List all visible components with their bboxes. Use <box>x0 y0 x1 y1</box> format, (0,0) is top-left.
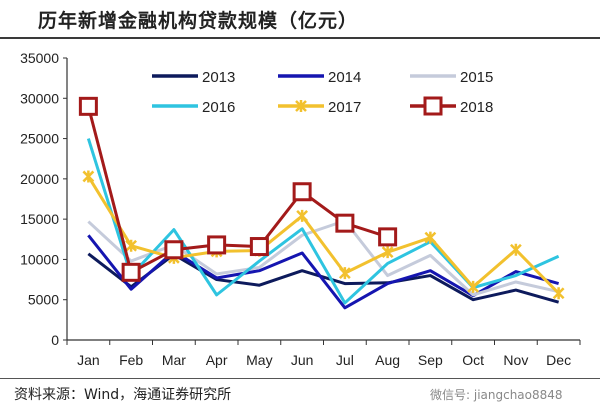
data-point-2017 <box>296 209 309 222</box>
x-tick-label: Oct <box>462 352 484 368</box>
data-point-2017 <box>82 170 95 183</box>
series-line-2013 <box>87 252 560 304</box>
data-point-2017 <box>381 246 394 259</box>
data-point-2017 <box>467 280 480 293</box>
data-point-2018 <box>292 182 312 202</box>
y-tick-label: 25000 <box>20 131 59 147</box>
data-point-2018 <box>164 240 184 260</box>
x-tick-label: Jan <box>77 352 100 368</box>
x-tick-label: Feb <box>119 352 143 368</box>
data-point-2017 <box>424 231 437 244</box>
data-point-2017 <box>509 243 522 256</box>
legend-label-2013: 2013 <box>202 69 235 86</box>
legend-label-2016: 2016 <box>202 99 235 116</box>
y-tick-label: 10000 <box>20 251 59 267</box>
y-tick-label: 30000 <box>20 90 59 106</box>
x-tick-label: May <box>246 352 272 368</box>
data-point-2018 <box>378 227 398 247</box>
y-tick-label: 5000 <box>28 292 59 308</box>
x-tick-label: Jul <box>336 352 354 368</box>
data-point-2018 <box>249 237 269 257</box>
watermark: 微信号: jiangchao8848 <box>430 388 563 402</box>
legend-label-2017: 2017 <box>328 99 361 116</box>
source-divider <box>0 378 600 379</box>
source-note: 资料来源：Wind，海通证券研究所 <box>14 387 232 403</box>
legend-label-2014: 2014 <box>328 69 361 86</box>
x-tick-label: Apr <box>206 352 228 368</box>
x-tick-label: Jun <box>291 352 314 368</box>
y-tick-label: 15000 <box>20 211 59 227</box>
y-tick-label: 20000 <box>20 171 59 187</box>
data-point-2017 <box>125 239 138 252</box>
legend-label-2018: 2018 <box>460 99 493 116</box>
x-tick-label: Nov <box>503 352 528 368</box>
y-tick-label: 35000 <box>20 50 59 66</box>
x-tick-label: Aug <box>375 352 400 368</box>
x-tick-label: Mar <box>162 352 186 368</box>
data-point-2018 <box>335 213 355 233</box>
x-tick-label: Dec <box>546 352 571 368</box>
legend-marker-2018 <box>423 96 443 116</box>
legend-label-2015: 2015 <box>460 69 493 86</box>
series-line-2016 <box>86 138 560 305</box>
data-point-2018 <box>121 262 141 282</box>
y-tick-label: 0 <box>51 332 59 348</box>
data-point-2018 <box>78 96 98 116</box>
title-divider <box>0 37 600 39</box>
chart-title: 历年新增金融机构贷款规模（亿元） <box>38 10 359 32</box>
x-tick-label: Sep <box>418 352 443 368</box>
data-point-2017 <box>338 267 351 280</box>
data-point-2017 <box>552 287 565 300</box>
legend-marker-2017 <box>295 100 307 112</box>
data-point-2018 <box>207 235 227 255</box>
line-chart: 0 5000 10000 15000 20000 25000 30000 35000 Jan Fe… <box>20 50 581 368</box>
